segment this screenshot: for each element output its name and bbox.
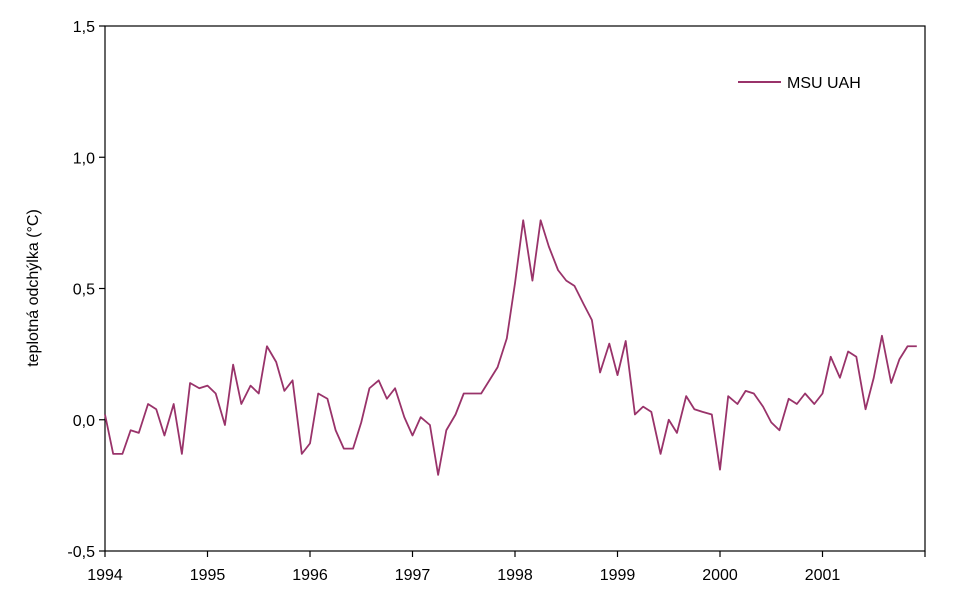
- x-tick-label: 1997: [395, 567, 431, 584]
- series-line: [104, 219, 917, 476]
- y-tick-label: 0,5: [73, 282, 95, 299]
- series-layer: [104, 219, 917, 476]
- y-tick-label: 1,0: [73, 150, 95, 167]
- x-tick-label: 1999: [600, 567, 636, 584]
- y-axis-title: teplotná odchýlka (°C): [25, 209, 42, 367]
- y-tick-label: -0,5: [67, 544, 95, 561]
- x-axis: 1994 1995 1996 1997 1998 1999 2000 2001: [87, 551, 926, 584]
- x-tick-label: 2001: [805, 567, 841, 584]
- legend: MSU UAH: [738, 75, 861, 92]
- x-tick-label: 2000: [702, 567, 738, 584]
- y-tick-label: 0,0: [73, 413, 95, 430]
- x-tick-label: 1998: [497, 567, 533, 584]
- legend-label: MSU UAH: [787, 75, 861, 92]
- y-axis: -0,5 0,0 0,5 1,0 1,5: [67, 19, 105, 561]
- x-tick-label: 1996: [292, 567, 328, 584]
- x-tick-label: 1995: [190, 567, 226, 584]
- x-tick-label: 1994: [87, 567, 123, 584]
- y-tick-label: 1,5: [73, 19, 95, 36]
